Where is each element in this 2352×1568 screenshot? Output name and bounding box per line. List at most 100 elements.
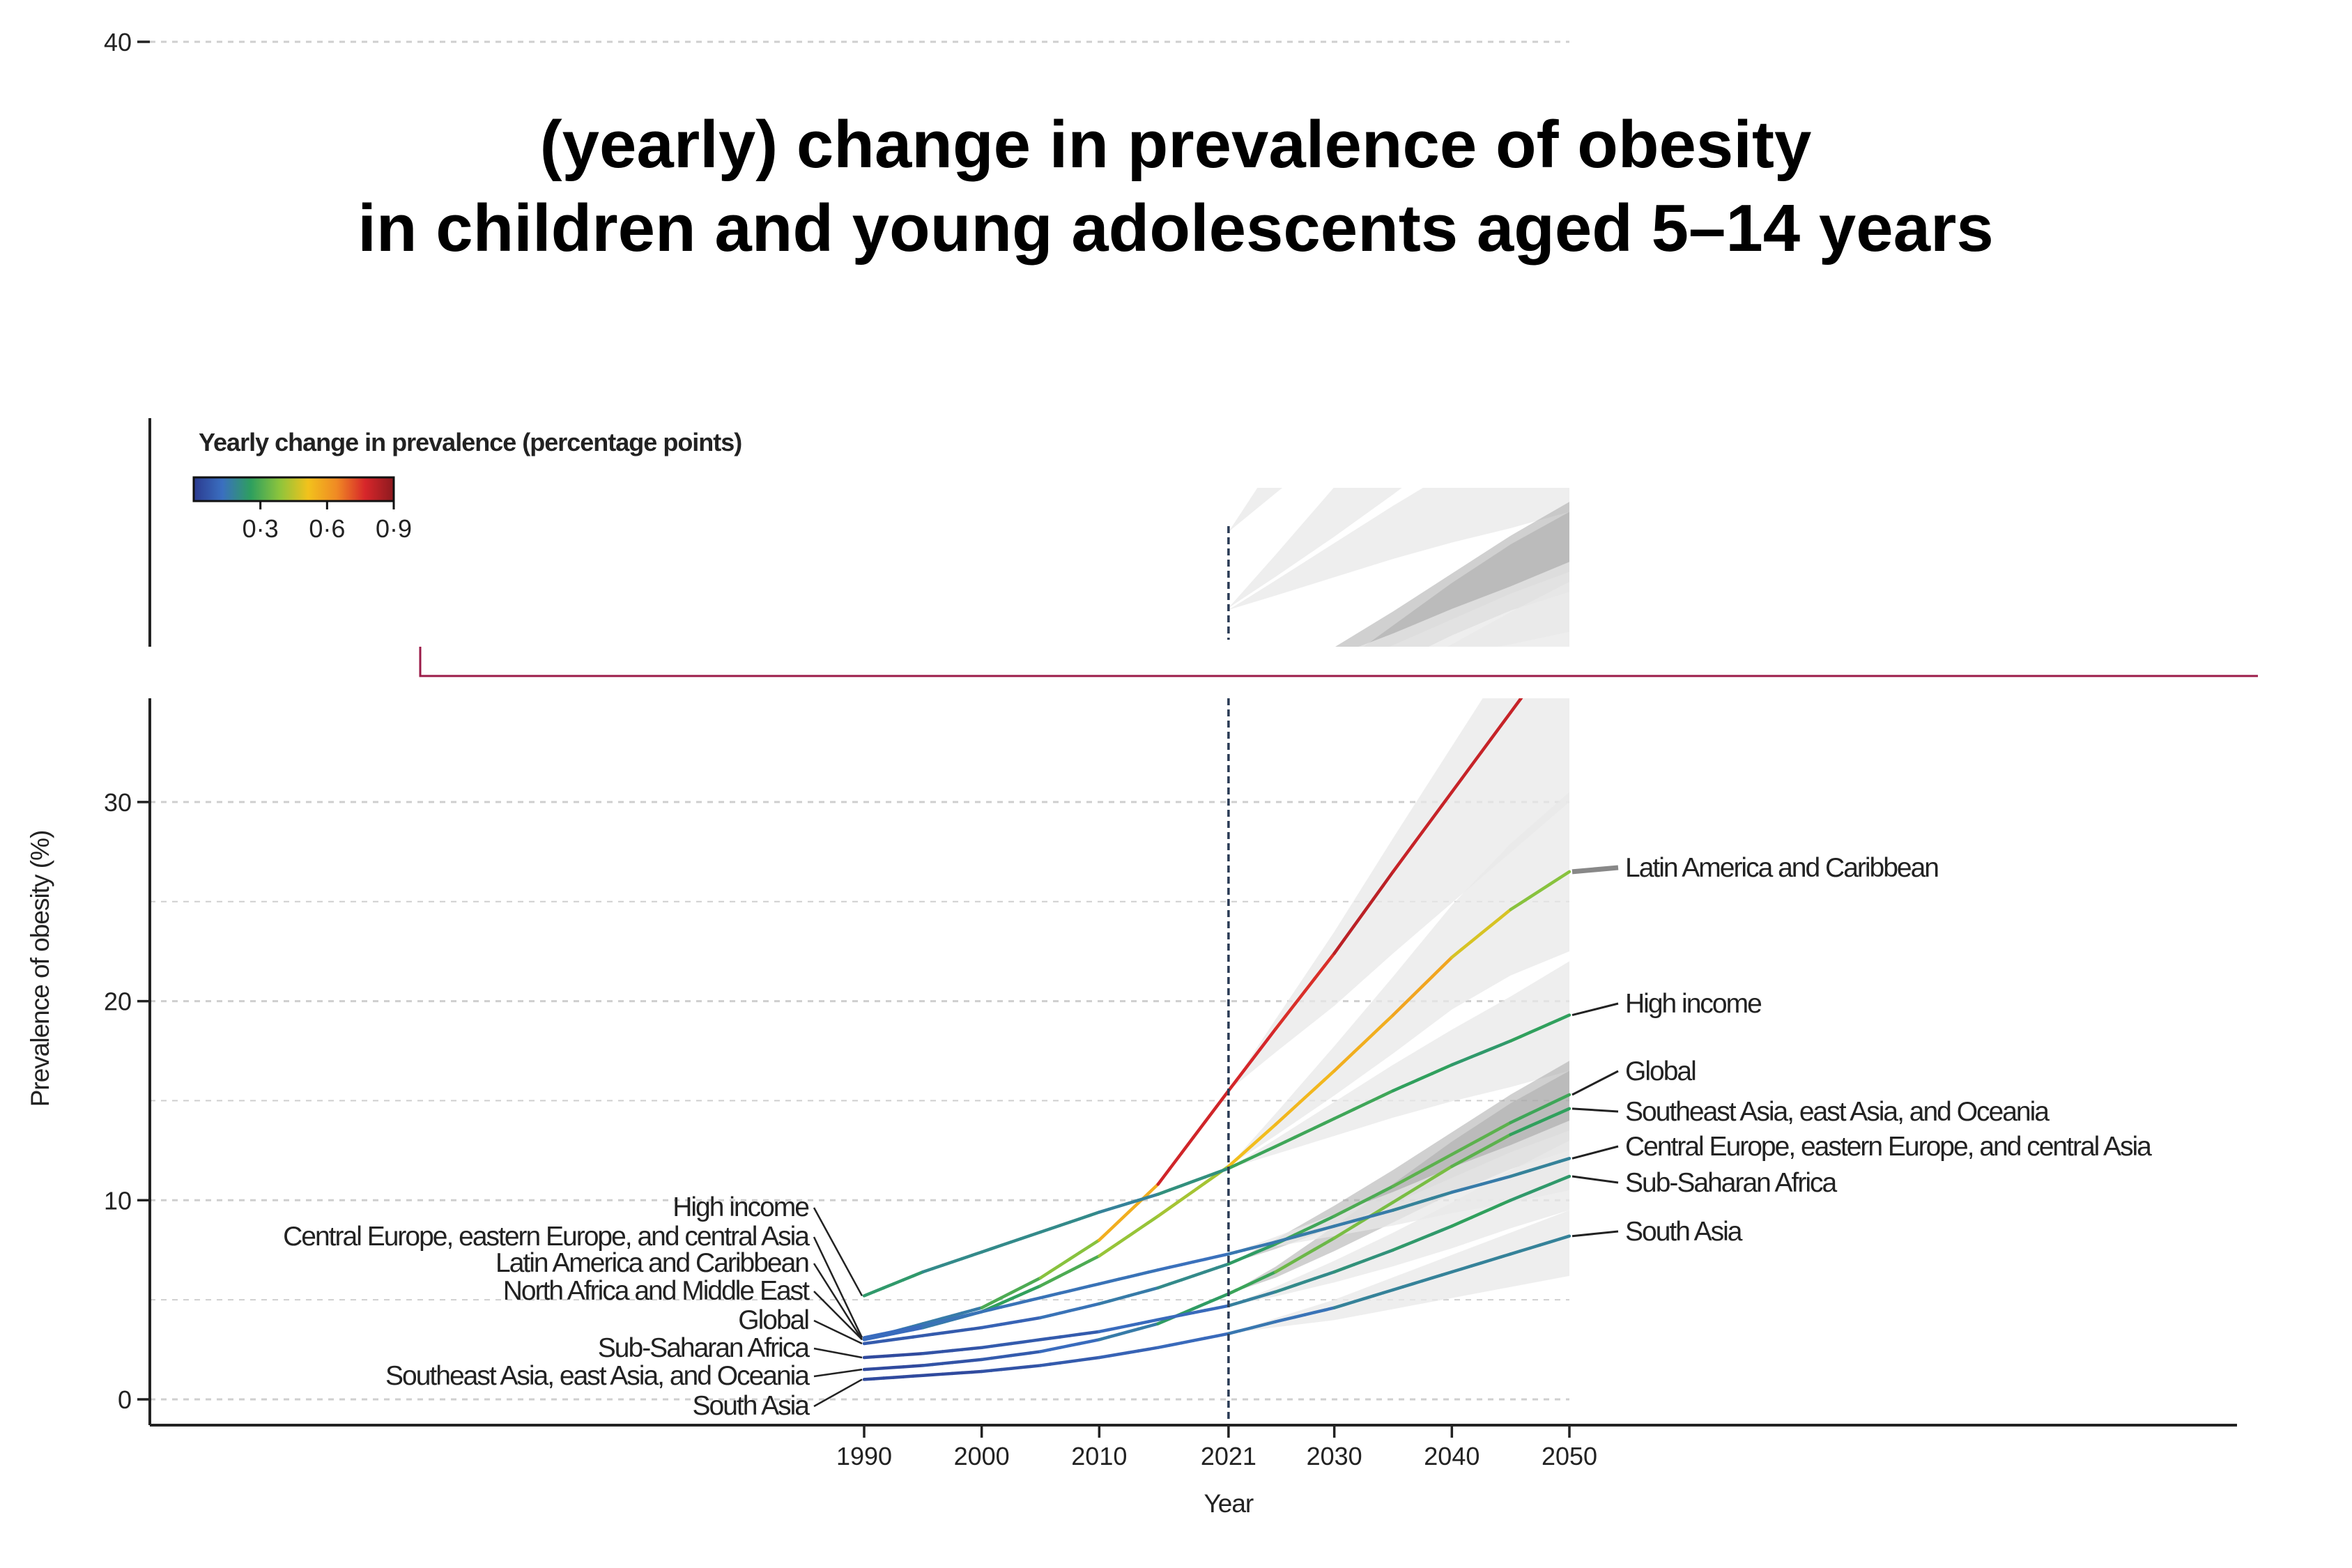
series-segment — [921, 1321, 935, 1328]
series-segment — [1332, 1266, 1346, 1274]
series-segment — [999, 1297, 1013, 1305]
series-segment — [1391, 1244, 1405, 1252]
series-segment — [1479, 1143, 1493, 1153]
series-segment — [1077, 1331, 1091, 1336]
series-segment — [1029, 1296, 1043, 1302]
series-segment — [1156, 1316, 1171, 1321]
left-leader-line — [813, 1291, 863, 1341]
series-segment — [1019, 1351, 1033, 1356]
series-segment — [1528, 1186, 1542, 1194]
series-segment — [931, 1316, 944, 1323]
uncertainty-band — [1228, 488, 1569, 610]
series-segment — [1411, 1199, 1424, 1206]
x-tick-label: 2021 — [1201, 1442, 1256, 1470]
uncertainty-band — [1228, 488, 1402, 608]
series-segment — [1450, 1220, 1463, 1228]
series-segment — [1420, 817, 1434, 833]
series-segment — [1509, 1035, 1522, 1043]
series-segment — [1538, 1115, 1552, 1123]
series-segment — [1227, 1079, 1238, 1093]
series-segment — [999, 1291, 1013, 1300]
series-segment — [1192, 1309, 1207, 1314]
series-segment — [1420, 1232, 1434, 1240]
series-segment — [1058, 1344, 1072, 1349]
series-segment — [1068, 1342, 1082, 1348]
series-segment — [1352, 1041, 1366, 1054]
colorbar-tick-label: 0·6 — [309, 514, 345, 543]
series-segment — [1362, 1294, 1376, 1300]
series-segment — [901, 1374, 915, 1378]
uncertainty-band — [1228, 698, 1569, 1091]
series-segment — [1479, 923, 1493, 935]
series-segment — [1098, 1335, 1111, 1342]
series-segment — [1107, 1325, 1121, 1332]
series-segment — [1146, 1346, 1160, 1351]
series-segment — [1381, 1089, 1395, 1098]
x-tick-label: 2000 — [954, 1442, 1010, 1470]
series-segment — [1509, 1249, 1522, 1256]
series-segment — [1098, 1354, 1111, 1360]
series-segment — [1548, 1237, 1562, 1244]
series-segment — [1440, 1165, 1454, 1174]
series-segment — [1127, 1322, 1140, 1328]
series-segment — [1029, 1284, 1043, 1292]
series-segment — [1540, 659, 1550, 672]
series-segment — [1146, 1192, 1160, 1199]
series-segment — [1411, 1236, 1424, 1244]
series-segment — [1550, 646, 1560, 659]
series-segment — [1088, 1238, 1101, 1248]
series-segment — [1146, 1322, 1160, 1328]
series-segment — [1303, 1126, 1316, 1135]
series-segment — [960, 1359, 974, 1363]
series-segment — [1313, 1227, 1326, 1233]
series-segment — [1381, 870, 1395, 887]
series-segment — [1509, 901, 1522, 912]
series-segment — [990, 1355, 1004, 1360]
x-tick-label: 2040 — [1424, 1442, 1479, 1470]
series-segment — [970, 1369, 983, 1374]
series-segment — [1107, 1240, 1121, 1252]
series-segment — [882, 1330, 896, 1335]
series-segment — [1499, 711, 1512, 728]
series-segment — [1048, 1361, 1062, 1366]
right-leader-line — [1571, 1230, 1619, 1238]
series-segment — [951, 1371, 964, 1376]
series-segment — [951, 1348, 964, 1353]
series-segment — [1332, 1303, 1346, 1309]
series-segment — [1192, 1175, 1207, 1183]
series-segment — [1137, 1195, 1150, 1202]
series-segment — [1489, 1255, 1502, 1262]
left-leader-line — [813, 1263, 863, 1340]
series-segment — [1450, 1059, 1463, 1067]
series-segment — [1274, 1140, 1287, 1148]
series-segment — [1058, 1220, 1072, 1227]
series-segment — [1538, 1183, 1552, 1190]
series-segment — [1381, 1248, 1395, 1256]
series-segment — [1411, 1183, 1424, 1192]
series-segment — [1401, 1240, 1415, 1248]
series-segment — [1489, 724, 1502, 741]
series-segment — [1029, 1338, 1043, 1343]
series-segment — [1538, 1102, 1552, 1111]
series-segment — [1156, 1167, 1171, 1186]
series-segment — [980, 1324, 993, 1330]
series-segment — [1180, 1136, 1195, 1155]
uncertainty-bands-upper — [1228, 488, 1569, 647]
series-segment — [1098, 1299, 1111, 1306]
series-segment — [951, 1328, 964, 1334]
series-segment — [1048, 1224, 1062, 1231]
series-segment — [1440, 1224, 1454, 1232]
series-segment — [1470, 1148, 1483, 1158]
series-line — [862, 1093, 1571, 1346]
series-segment — [1313, 1308, 1326, 1314]
series-segment — [1068, 1307, 1082, 1313]
series-segment — [1548, 1017, 1562, 1026]
series-segment — [912, 1270, 925, 1278]
series-segment — [1293, 1096, 1307, 1109]
series-segment — [1180, 1190, 1195, 1201]
series-segment — [1352, 911, 1366, 928]
series-segment — [1068, 1358, 1082, 1363]
series-segment — [1548, 1098, 1562, 1106]
